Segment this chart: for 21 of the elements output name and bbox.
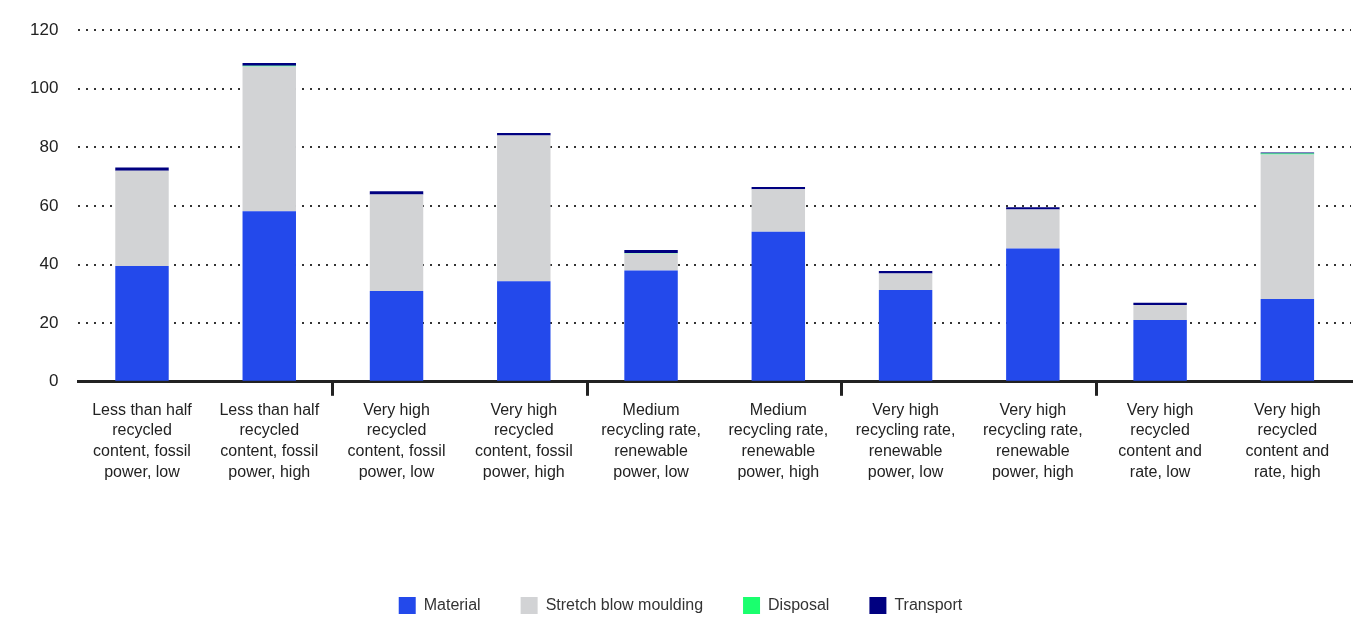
y-tick-label: 100 bbox=[29, 78, 59, 98]
legend-label: Disposal bbox=[768, 595, 830, 613]
x-tick-label: Less than half recycled content, fossil power, low bbox=[92, 400, 193, 481]
x-tick-label: Medium recycling rate, renewable power, low bbox=[601, 400, 701, 481]
x-tick-label: Very high recycled content and rate, low bbox=[1118, 400, 1202, 481]
legend-label: Material bbox=[423, 595, 481, 613]
x-tick-label: Medium recycling rate, renewable power, high bbox=[728, 400, 829, 481]
x-tick-label: Very high recycling rate, renewable power, low bbox=[855, 400, 956, 481]
y-tick-label: 80 bbox=[39, 137, 59, 157]
legend-label: Stretch blow moulding bbox=[545, 595, 704, 613]
y-tick-label: 0 bbox=[48, 371, 59, 391]
y-tick-label: 120 bbox=[29, 19, 59, 39]
legend-label: Transport bbox=[894, 595, 963, 613]
x-tick-label: Very high recycling rate, renewable power, high bbox=[983, 400, 1083, 481]
y-tick-label: 40 bbox=[39, 254, 59, 274]
y-tick-label: 20 bbox=[39, 312, 59, 332]
x-tick-label: Very high recycled content and rate, high bbox=[1245, 400, 1330, 481]
x-tick-label: Very high recycled content, fossil power, low bbox=[347, 400, 446, 481]
x-tick-label: Less than half recycled content, fossil power, high bbox=[219, 400, 320, 481]
y-tick-label: 60 bbox=[39, 195, 59, 215]
x-tick-label: Very high recycled content, fossil power, high bbox=[474, 400, 573, 481]
